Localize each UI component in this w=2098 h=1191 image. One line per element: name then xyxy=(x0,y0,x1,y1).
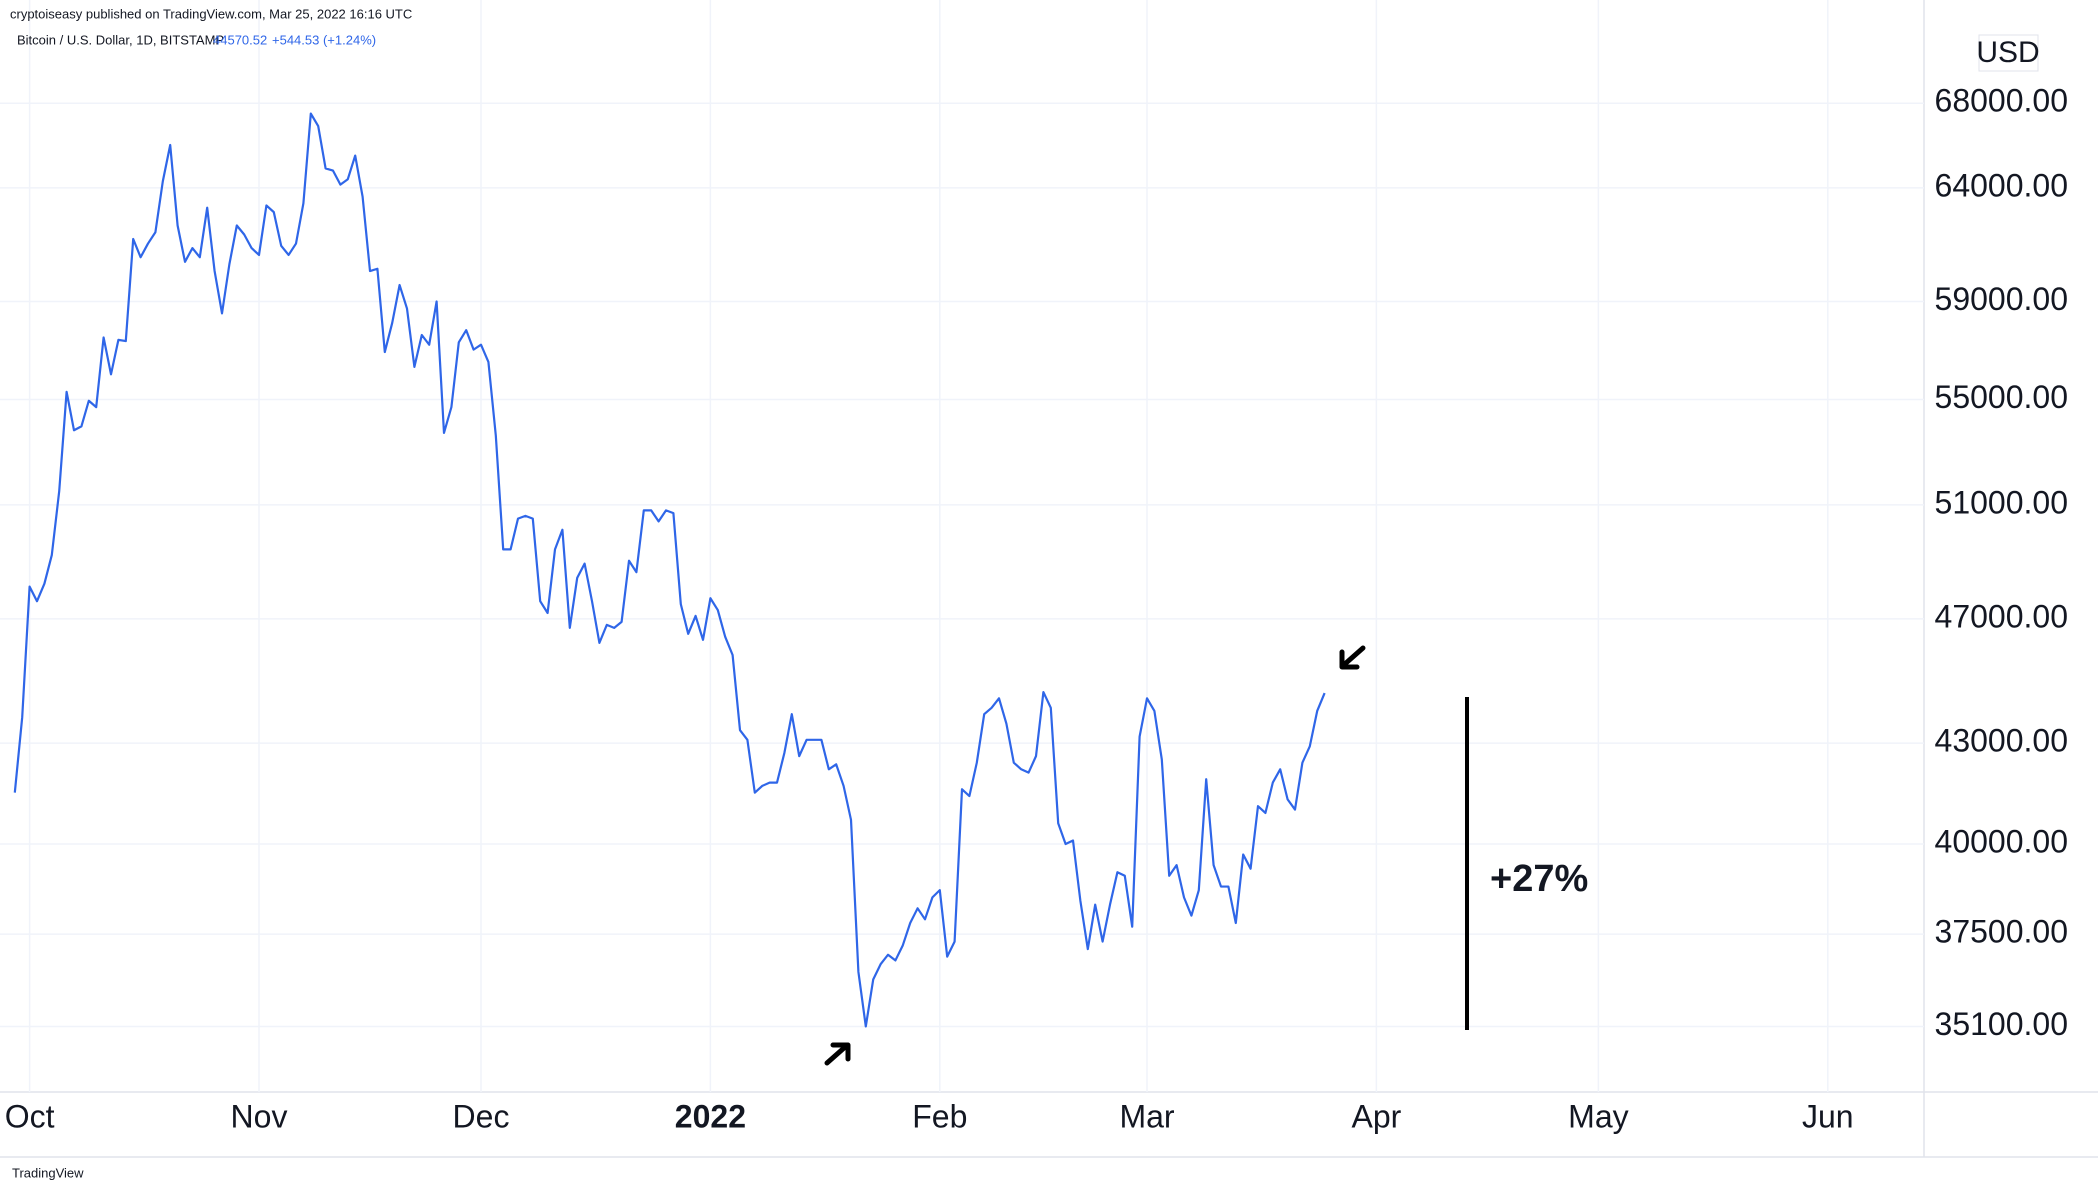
x-tick-label: Apr xyxy=(1352,1098,1402,1134)
publisher-line: cryptoiseasy published on TradingView.co… xyxy=(10,6,412,21)
x-tick-label: Oct xyxy=(5,1098,55,1134)
currency-box xyxy=(1978,34,2039,72)
y-tick-label: 43000.00 xyxy=(1935,723,2068,759)
x-tick-label: May xyxy=(1568,1098,1628,1134)
y-tick-label: 59000.00 xyxy=(1935,281,2068,317)
y-tick-label: 68000.00 xyxy=(1935,83,2068,119)
footer-brand: TradingView xyxy=(12,1165,84,1180)
grid xyxy=(0,0,1924,1092)
x-tick-label: 2022 xyxy=(675,1098,746,1134)
symbol: Bitcoin / U.S. Dollar, 1D, BITSTAMP xyxy=(17,32,224,47)
y-tick-label: 55000.00 xyxy=(1935,379,2068,415)
arrow-up-right xyxy=(824,1042,851,1066)
y-tick-label: 37500.00 xyxy=(1935,914,2068,950)
x-tick-label: Feb xyxy=(912,1098,967,1134)
y-tick-label: 64000.00 xyxy=(1935,167,2068,203)
price-change: +544.53 (+1.24%) xyxy=(272,32,376,47)
y-tick-label: 40000.00 xyxy=(1935,823,2068,859)
x-tick-label: Nov xyxy=(231,1098,288,1134)
y-tick-label: 35100.00 xyxy=(1935,1006,2068,1042)
x-tick-label: Jun xyxy=(1802,1098,1854,1134)
annotation: +27% xyxy=(1490,858,1588,900)
last-price: 44570.52 xyxy=(213,32,267,47)
y-tick-label: 47000.00 xyxy=(1935,598,2068,634)
price-line xyxy=(13,112,1326,1028)
y-tick-label: 51000.00 xyxy=(1935,484,2068,520)
x-tick-label: Mar xyxy=(1119,1098,1174,1134)
arrow-down-left xyxy=(1339,645,1366,670)
currency: USD xyxy=(1976,36,2039,69)
x-tick-label: Dec xyxy=(453,1098,510,1134)
